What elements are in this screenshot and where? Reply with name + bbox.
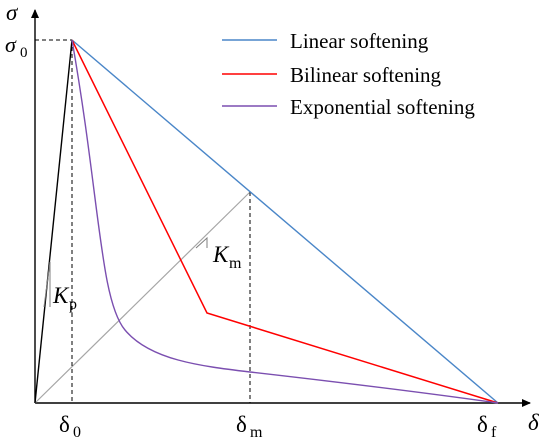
linear-softening-curve: [71, 39, 499, 404]
deltaf-subscript: f: [491, 424, 497, 441]
deltaf-label: δ f: [477, 412, 497, 441]
deltam-subscript: m: [250, 424, 263, 441]
kp-subscript: p: [69, 296, 77, 313]
kp-label: K p: [52, 283, 77, 313]
km-label: K m: [212, 242, 242, 272]
km-symbol: K: [212, 242, 230, 267]
deltaf-symbol: δ: [477, 412, 488, 437]
legend-label-exponential: Exponential softening: [290, 95, 475, 119]
reference-unloading-line: [34, 191, 251, 404]
legend-label-linear: Linear softening: [290, 29, 429, 53]
x-axis-symbol: δ: [528, 410, 539, 435]
delta0-symbol: δ: [59, 412, 70, 437]
deltam-label: δ m: [236, 412, 263, 441]
legend-item-bilinear: Bilinear softening: [222, 63, 442, 87]
legend-label-bilinear: Bilinear softening: [290, 63, 442, 87]
sigma0-symbol: σ: [5, 32, 17, 57]
legend-item-linear: Linear softening: [222, 29, 429, 53]
legend: Linear softening Bilinear softening Expo…: [222, 29, 475, 119]
sigma0-label: σ 0: [5, 32, 28, 61]
delta0-label: δ 0: [59, 412, 81, 441]
bilinear-softening-curve: [71, 39, 499, 404]
exponential-softening-curve: [71, 39, 499, 404]
kp-symbol: K: [52, 283, 70, 308]
km-slope-triangle: [195, 236, 208, 249]
deltam-symbol: δ: [236, 412, 247, 437]
y-axis-symbol: σ: [6, 0, 19, 25]
loading-branch: [34, 39, 73, 404]
kp-slope-triangle: [43, 261, 51, 308]
legend-item-exponential: Exponential softening: [222, 95, 475, 119]
delta0-subscript: 0: [73, 424, 81, 441]
sigma0-subscript: 0: [20, 45, 28, 61]
km-subscript: m: [229, 255, 242, 272]
